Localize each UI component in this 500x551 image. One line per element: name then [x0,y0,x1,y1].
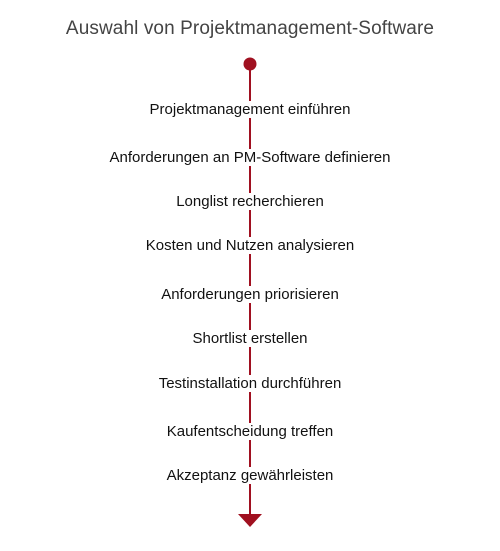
step-8: Kaufentscheidung treffen [0,423,500,441]
start-dot-icon [243,57,257,71]
arrow-down-icon [238,514,262,527]
step-3: Longlist recherchieren [0,193,500,211]
step-5: Anforderungen priorisieren [0,286,500,304]
step-9: Akzeptanz gewährleisten [0,467,500,485]
step-6: Shortlist erstellen [0,330,500,348]
step-1: Projektmanagement einführen [0,101,500,119]
step-7: Testinstallation durchführen [0,375,500,393]
diagram-title: Auswahl von Projektmanagement-Software [65,18,435,39]
step-4: Kosten und Nutzen analysieren [0,237,500,255]
step-2: Anforderungen an PM-Software definieren [0,149,500,167]
